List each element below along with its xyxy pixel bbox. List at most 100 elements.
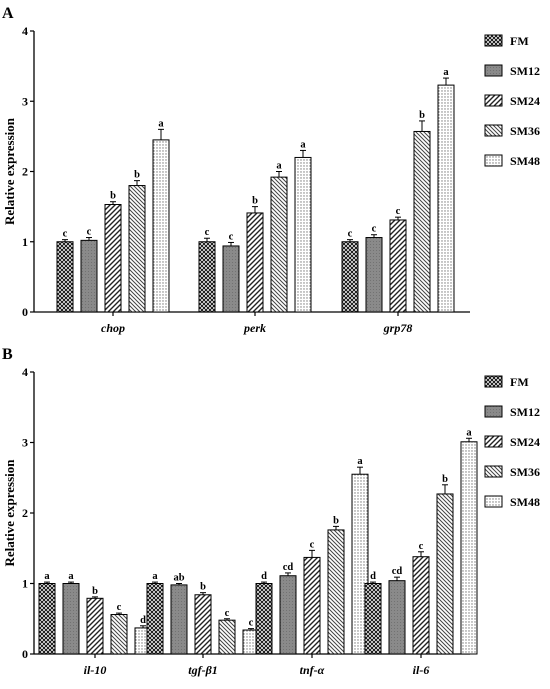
x-tick-label: chop [101,321,125,335]
y-axis-label: Relative expression [2,117,17,225]
bar [389,219,407,313]
bar [279,575,297,655]
significance-letter: a [44,571,50,582]
x-tick-label: tgf-β1 [188,663,217,677]
significance-letter: c [249,618,254,629]
significance-letter: b [200,582,206,593]
bar [341,241,359,313]
bar [255,583,273,655]
legend-swatch [484,64,503,77]
y-tick-label: 1 [22,577,28,591]
significance-letter: c [372,224,377,235]
bar [294,156,312,313]
bar [413,130,431,313]
significance-letter: b [92,586,98,597]
legend-label: SM48 [510,154,540,168]
significance-letter: c [229,231,234,242]
significance-letter: b [252,196,258,207]
bar [246,212,264,313]
bar [388,580,406,655]
panel-label: A [2,5,14,22]
significance-letter: b [110,191,116,202]
y-tick-label: 2 [22,165,28,179]
x-tick-label: tnf-α [300,663,325,677]
y-tick-label: 0 [22,647,28,661]
legend-label: SM36 [510,124,540,138]
y-tick-label: 4 [22,24,28,38]
bar [436,493,454,655]
bar [218,619,236,655]
significance-letter: c [63,229,68,240]
significance-letter: c [396,206,401,217]
significance-letter: d [370,571,376,582]
bar [198,241,216,313]
significance-letter: ab [173,573,184,584]
bar [152,139,170,313]
significance-letter: a [276,161,282,172]
bar [128,185,146,313]
panel-label: B [2,346,13,363]
legend-label: SM12 [510,405,540,419]
legend-label: SM12 [510,64,540,78]
bar [222,245,240,313]
significance-letter: c [348,229,353,240]
legend-label: SM24 [510,435,540,449]
x-tick-label: il-10 [84,663,107,677]
legend-swatch [484,34,503,47]
y-tick-label: 0 [22,305,28,319]
bar [38,583,56,655]
y-tick-label: 1 [22,235,28,249]
legend-label: FM [510,375,529,389]
legend-swatch [484,405,503,418]
bar [365,237,383,313]
significance-letter: c [419,541,424,552]
significance-letter: c [225,608,230,619]
significance-letter: a [466,427,472,438]
bar [80,239,98,313]
y-tick-label: 2 [22,506,28,520]
significance-letter: c [117,602,122,613]
significance-letter: d [261,571,267,582]
x-tick-label: grp78 [383,321,413,335]
y-axis-label: Relative expression [2,459,17,567]
significance-letter: c [87,227,92,238]
significance-letter: c [310,539,315,550]
legend-label: SM24 [510,94,540,108]
x-tick-label: perk [243,321,266,335]
significance-letter: a [443,67,449,78]
bar [460,441,478,655]
significance-letter: cd [392,566,403,577]
bar [62,583,80,655]
significance-letter: d [140,615,146,626]
bar [412,556,430,655]
significance-letter: b [419,110,425,121]
legend-swatch [484,375,503,388]
legend-label: SM36 [510,465,540,479]
bar [170,584,188,655]
legend-swatch [484,154,503,167]
bar [194,594,212,655]
bar [364,583,382,655]
bar [437,84,455,313]
legend-label: FM [510,34,529,48]
significance-letter: a [300,139,306,150]
legend-swatch [484,94,503,107]
significance-letter: a [357,456,363,467]
bar [327,529,345,655]
chart-panel-A: A 0 1 2 3 4 Relative expression chop c c b b a perk c c… [2,5,540,335]
y-tick-label: 3 [22,436,28,450]
y-tick-label: 3 [22,94,28,108]
legend-swatch [484,465,503,478]
legend-swatch [484,435,503,448]
significance-letter: a [68,571,74,582]
bar [104,204,122,313]
significance-letter: a [158,118,164,129]
bar [56,241,74,313]
y-tick-label: 4 [22,365,28,379]
significance-letter: a [152,571,158,582]
x-tick-label: il-6 [413,663,430,677]
significance-letter: cd [283,562,294,573]
